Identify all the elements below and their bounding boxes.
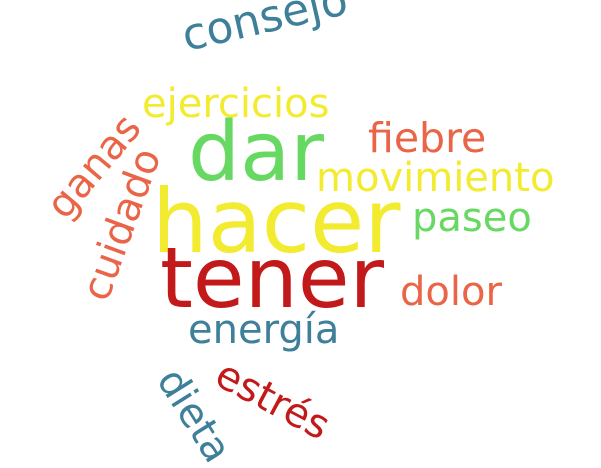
word-fiebre: fiebre	[368, 114, 487, 162]
word-ejercicios: ejercicios	[142, 81, 330, 127]
word-dolor: dolor	[400, 269, 502, 315]
word-paseo: paseo	[412, 195, 532, 241]
word-hacer: hacer	[152, 170, 401, 273]
word-consejo: consejo	[177, 0, 353, 62]
word-energia: energía	[188, 307, 340, 353]
word-tener: tener	[160, 229, 385, 327]
word-dar: dar	[188, 105, 325, 200]
word-movimiento: movimiento	[316, 155, 555, 201]
